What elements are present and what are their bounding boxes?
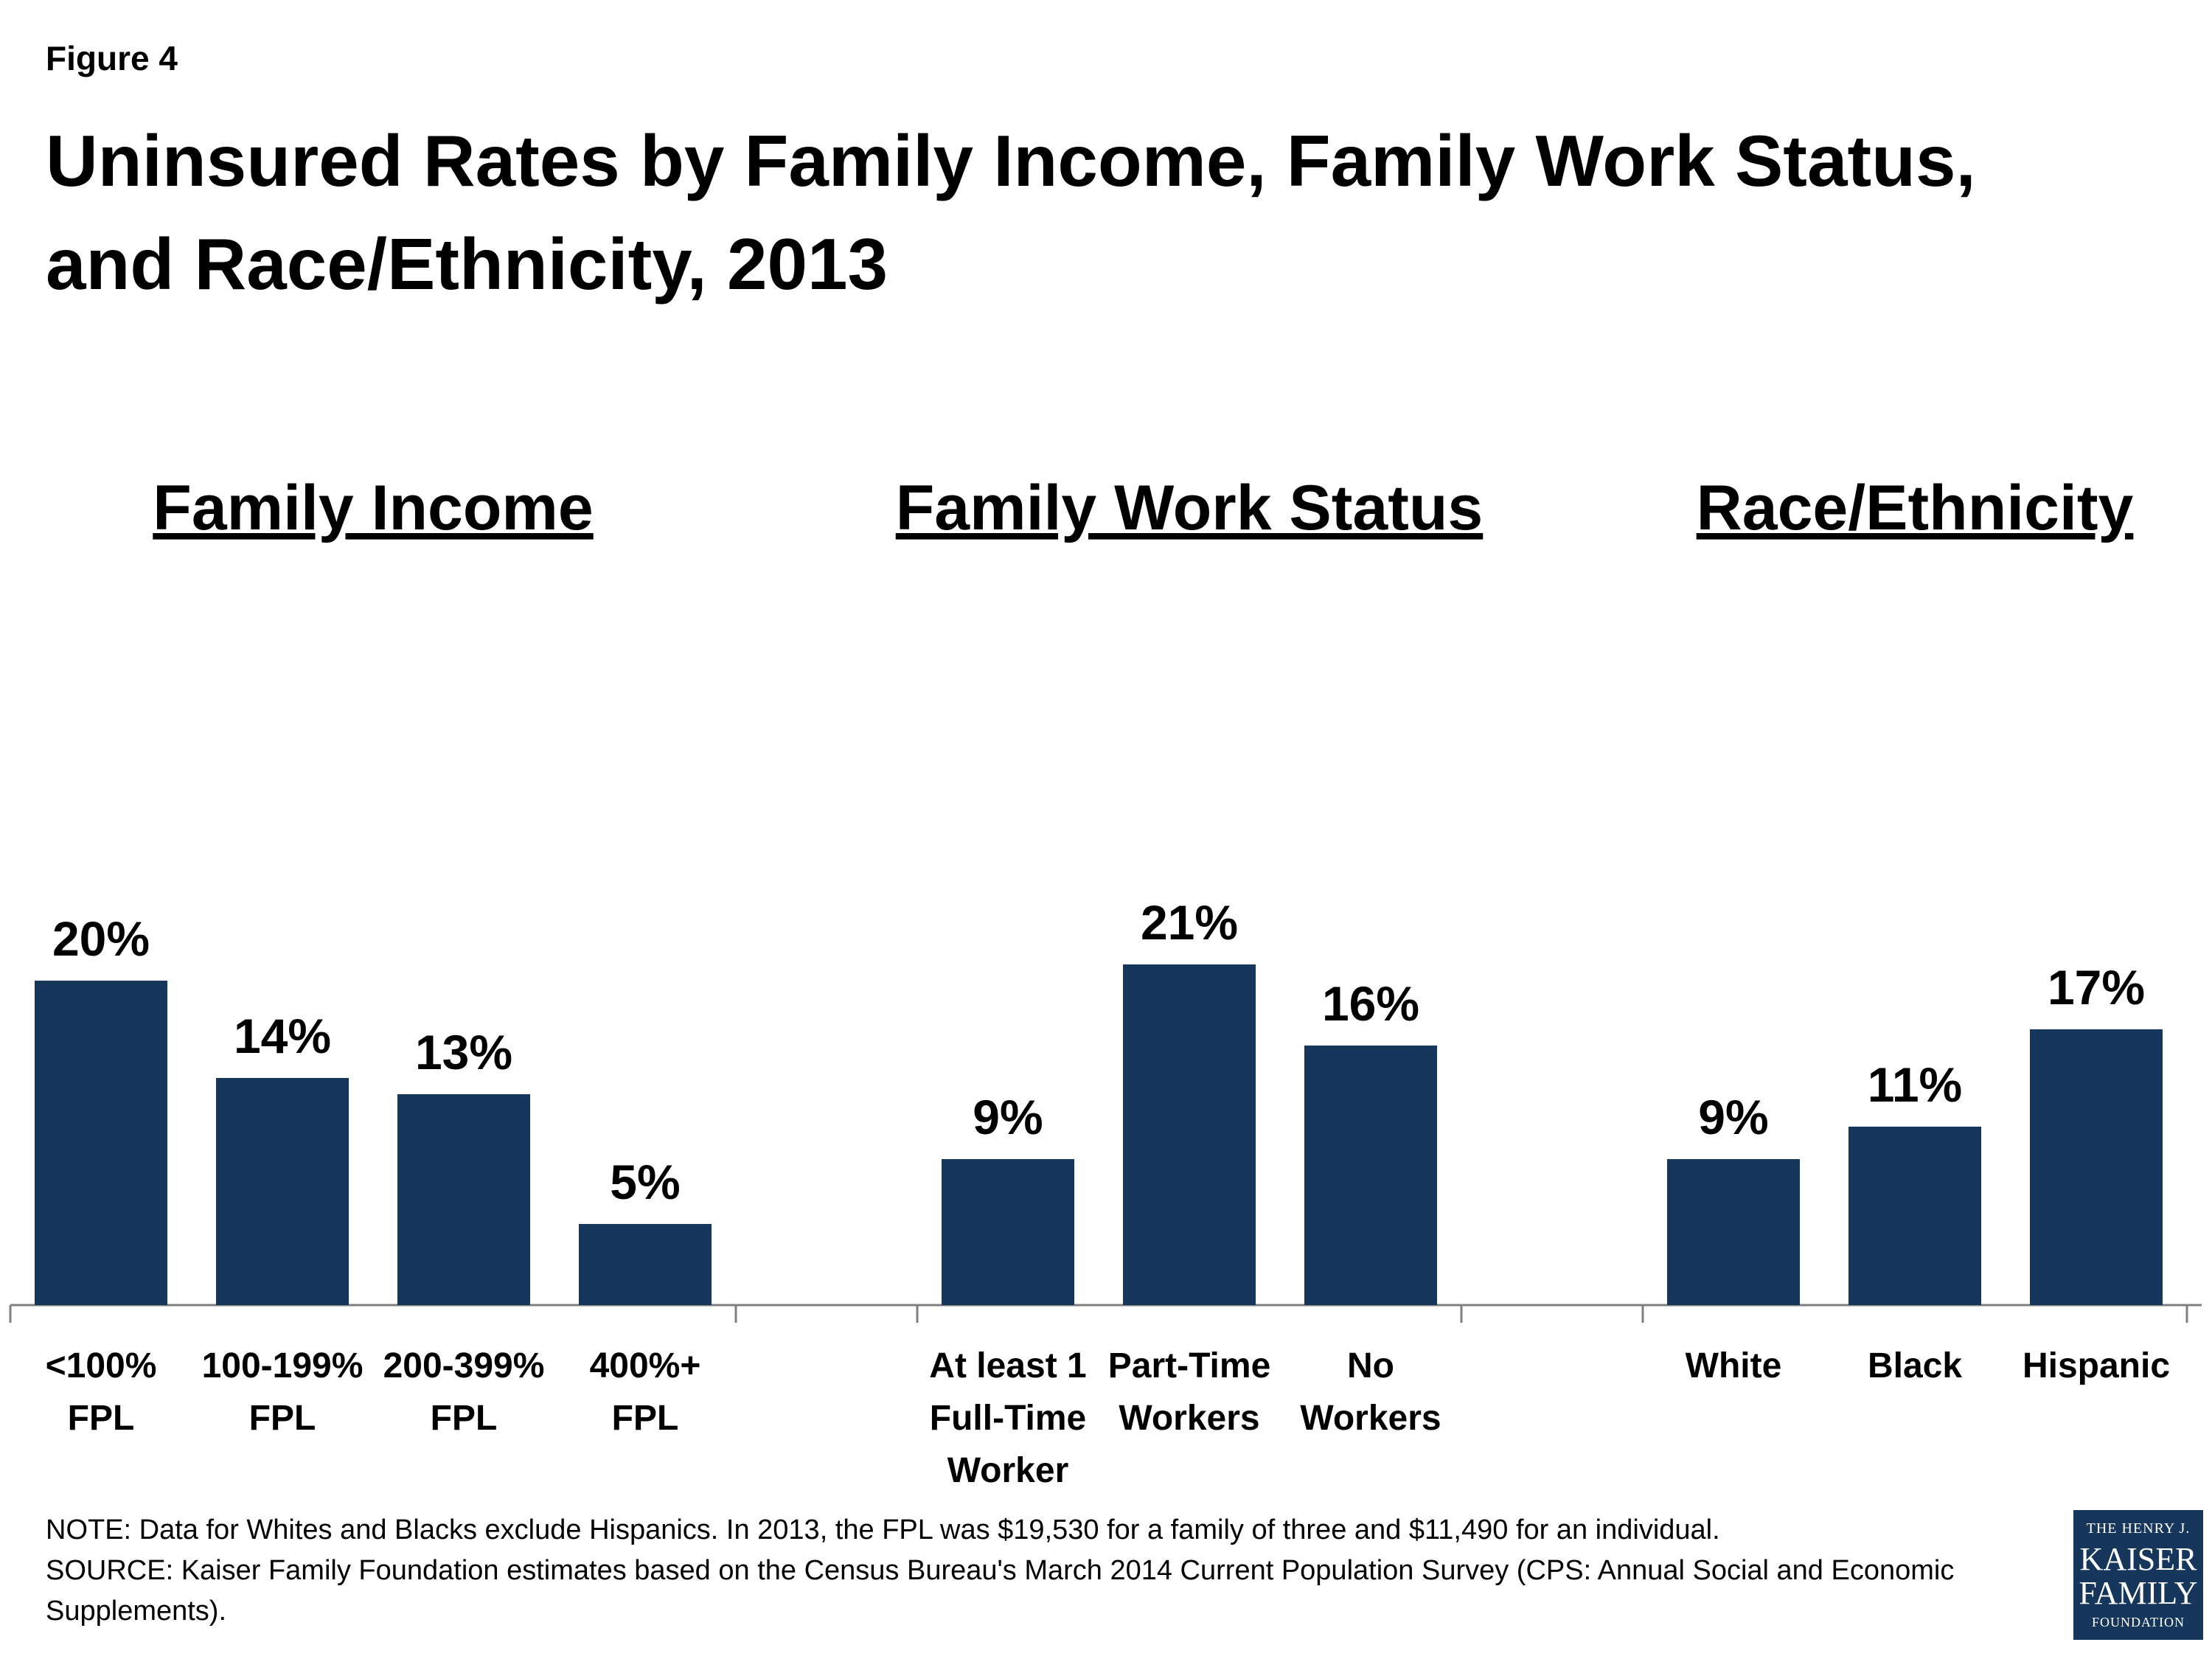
bar-2-2 (2030, 1029, 2163, 1305)
category-label-2-2: Hispanic (2023, 1346, 2170, 1385)
group-header-1: Family Work Status (896, 473, 1484, 543)
bar-1-0 (942, 1159, 1074, 1305)
data-label-1-2: 16% (1322, 976, 1419, 1031)
category-label-line: 100-199% (202, 1346, 364, 1385)
logo-line-2: KAISER (2079, 1541, 2197, 1577)
category-label-1-2: No Workers (1300, 1346, 1441, 1438)
category-label-line: 400%+ (590, 1346, 701, 1385)
data-label-0-2: 13% (415, 1025, 512, 1079)
category-label-line: 200-399% (383, 1346, 545, 1385)
category-label-0-1: 100-199% FPL (202, 1346, 364, 1438)
group-header-2: Race/Ethnicity (1697, 473, 2134, 543)
category-label-2-1: Black (1868, 1346, 1962, 1385)
data-label-2-0: 9% (1698, 1090, 1768, 1144)
category-label-line: FPL (431, 1399, 498, 1438)
category-label-line: Full-Time (930, 1399, 1086, 1438)
category-label-line: No (1347, 1346, 1394, 1385)
category-label-line: FPL (249, 1399, 316, 1438)
logo-line-3: FAMILY (2079, 1575, 2198, 1611)
category-label-line: Hispanic (2023, 1346, 2170, 1385)
category-label-0-3: 400%+ FPL (590, 1346, 701, 1438)
category-label-line: White (1686, 1346, 1782, 1385)
data-label-1-1: 21% (1141, 895, 1238, 950)
category-label-1-1: Part-Time Workers (1108, 1346, 1271, 1438)
logo-line-1: THE HENRY J. (2086, 1520, 2191, 1537)
bar-0-0 (35, 981, 167, 1305)
category-label-0-2: 200-399% FPL (383, 1346, 545, 1438)
category-label-line: At least 1 (929, 1346, 1086, 1385)
data-label-2-2: 17% (2048, 960, 2145, 1015)
bar-2-0 (1667, 1159, 1800, 1305)
category-label-line: Workers (1300, 1399, 1441, 1438)
logo-line-4: FOUNDATION (2092, 1615, 2185, 1630)
bar-0-1 (216, 1078, 349, 1305)
bar-1-2 (1304, 1046, 1437, 1305)
group-header-0: Family Income (153, 473, 593, 543)
category-label-line: FPL (68, 1399, 135, 1438)
data-label-0-1: 14% (234, 1009, 331, 1063)
category-label-line: Black (1868, 1346, 1962, 1385)
category-label-1-0: At least 1 Full-Time Worker (929, 1346, 1086, 1490)
category-label-line: Worker (947, 1451, 1069, 1490)
category-label-line: Workers (1119, 1399, 1259, 1438)
bar-chart: 20% <100% FPL 14% 100-199% FPL 13% 200-399% FPL 5… (9, 473, 2202, 1490)
data-label-0-0: 20% (52, 911, 150, 966)
figure-label: Figure 4 (46, 39, 178, 77)
category-label-line: Part-Time (1108, 1346, 1271, 1385)
kff-logo: THE HENRY J. KAISER FAMILY FOUNDATION (2073, 1510, 2203, 1640)
category-label-line: <100% (46, 1346, 157, 1385)
bar-2-1 (1848, 1127, 1981, 1305)
note-text: NOTE: Data for Whites and Blacks exclude… (46, 1514, 1720, 1545)
source-text: SOURCE: Kaiser Family Foundation estimat… (46, 1555, 1955, 1627)
data-label-2-1: 11% (1868, 1057, 1962, 1112)
notes: NOTE: Data for Whites and Blacks exclude… (46, 1510, 2037, 1632)
category-label-2-0: White (1686, 1346, 1782, 1385)
bar-0-2 (397, 1094, 530, 1305)
bar-0-3 (579, 1224, 712, 1305)
category-label-0-0: <100% FPL (46, 1346, 157, 1438)
bar-1-1 (1123, 964, 1256, 1305)
data-label-0-3: 5% (610, 1155, 680, 1209)
data-label-1-0: 9% (973, 1090, 1043, 1144)
category-label-line: FPL (612, 1399, 679, 1438)
chart-title: Uninsured Rates by Family Income, Family… (46, 120, 1976, 305)
